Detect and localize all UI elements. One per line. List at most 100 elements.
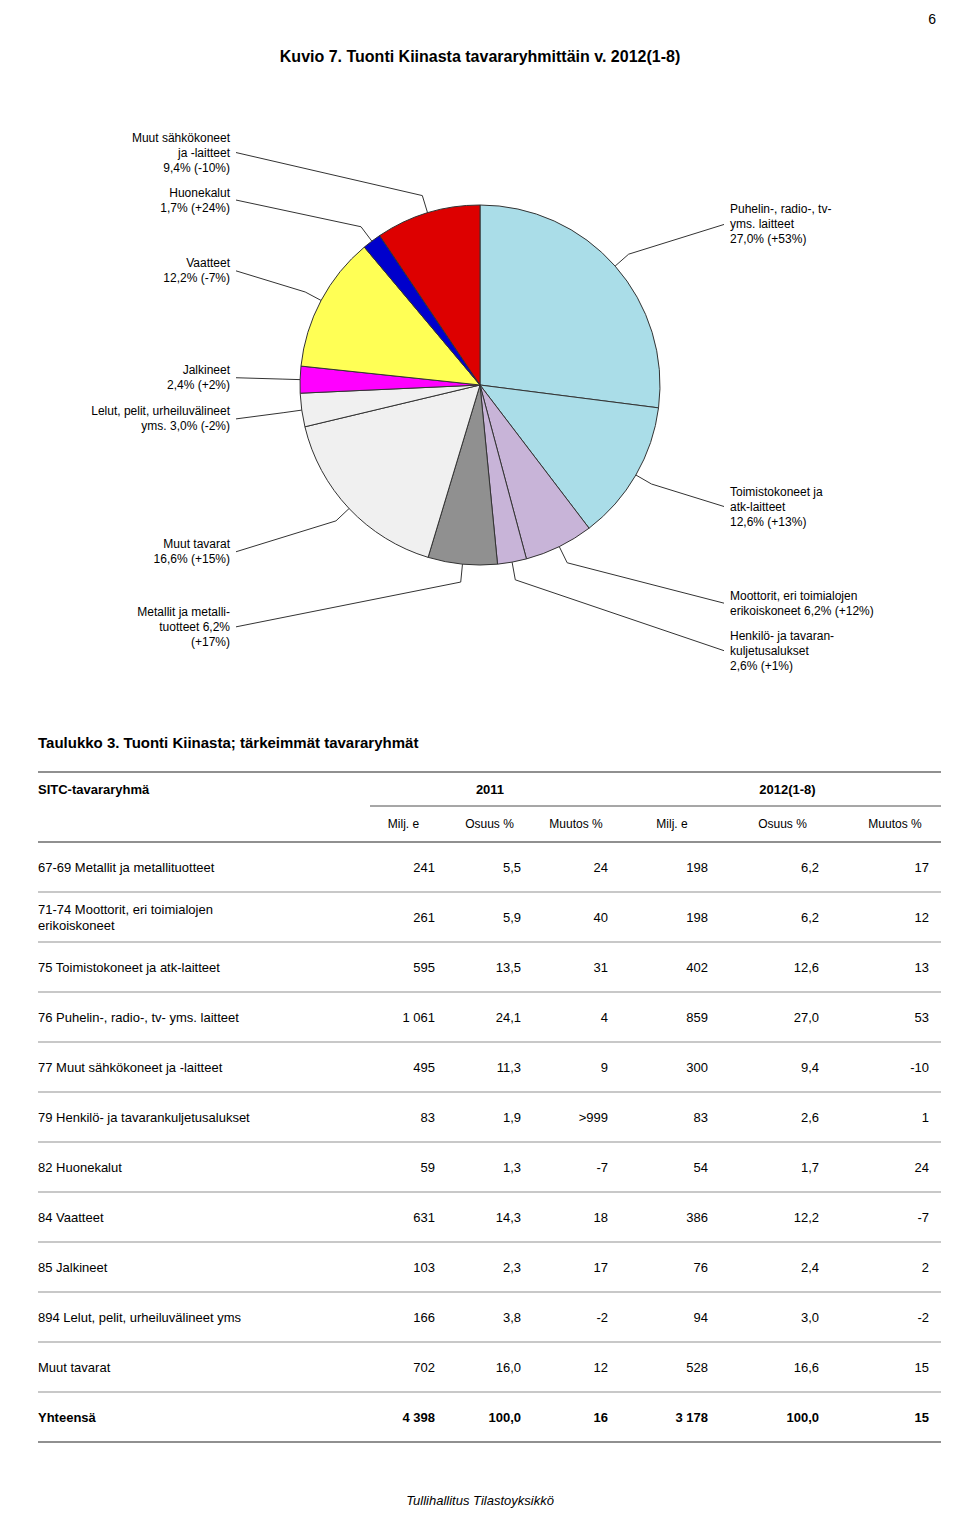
table-cell: 16,6	[794, 1360, 819, 1375]
background	[0, 0, 960, 1536]
table-cell: 24	[594, 860, 608, 875]
slice-label: Huonekalut1,7% (+24%)	[160, 186, 230, 215]
table-rule	[38, 1042, 941, 1043]
table-cell: 9	[601, 1060, 608, 1075]
table-rule	[38, 892, 941, 893]
table-row-name-line: Yhteensä	[38, 1410, 97, 1425]
leader-line	[636, 475, 724, 507]
table-subheader: Osuus %	[758, 817, 807, 831]
slice-label-line: 12,2% (-7%)	[163, 271, 230, 285]
table-cell: -7	[917, 1210, 929, 1225]
slice-label-line: Vaatteet	[186, 256, 230, 270]
table-cell: 17	[594, 1260, 608, 1275]
slice-label: Puhelin-, radio-, tv-yms. laitteet27,0% …	[730, 202, 831, 246]
table-subheader: Osuus %	[465, 817, 514, 831]
table-rule	[38, 1292, 941, 1293]
table-cell: 103	[413, 1260, 435, 1275]
table-row-name: 71-74 Moottorit, eri toimialojenerikoisk…	[38, 902, 213, 933]
table-header: SITC-tavararyhmä	[38, 782, 150, 797]
pie	[300, 205, 660, 565]
table-row-name-line: 71-74 Moottorit, eri toimialojen	[38, 902, 213, 917]
slice-label-line: 16,6% (+15%)	[154, 552, 230, 566]
slice-label-line: Metallit ja metalli-	[137, 605, 230, 619]
table-rule	[38, 1192, 941, 1193]
table-cell: 15	[915, 1410, 929, 1425]
table-row-name: 67-69 Metallit ja metallituotteet	[38, 860, 215, 875]
table-cell: 12	[594, 1360, 608, 1375]
table-cell: 83	[421, 1110, 435, 1125]
slice-label-line: atk-laitteet	[730, 500, 786, 514]
slice-label-line: Muut sähkökoneet	[132, 131, 231, 145]
table-rule	[38, 942, 941, 943]
table-cell: 59	[421, 1160, 435, 1175]
table-cell: 2,3	[503, 1260, 521, 1275]
leader-line	[236, 378, 300, 380]
table-cell: 31	[594, 960, 608, 975]
slice-label: Moottorit, eri toimialojenerikoiskoneet …	[730, 589, 874, 618]
table-cell: 12,2	[794, 1210, 819, 1225]
table-subheader: Milj. e	[656, 817, 688, 831]
slice-label-line: Lelut, pelit, urheiluvälineet	[91, 404, 230, 418]
table-cell: 6,2	[801, 910, 819, 925]
slice-label: Toimistokoneet jaatk-laitteet12,6% (+13%…	[730, 485, 823, 529]
table-cell: 198	[686, 910, 708, 925]
table-row-name-line: 79 Henkilö- ja tavarankuljetusalukset	[38, 1110, 250, 1125]
table-cell: 2,6	[801, 1110, 819, 1125]
leader-line	[236, 271, 321, 301]
table-cell: 12	[915, 910, 929, 925]
table: Taulukko 3. Tuonti Kiinasta; tärkeimmät …	[38, 734, 941, 1442]
table-cell: 2	[922, 1260, 929, 1275]
table-row-name: 75 Toimistokoneet ja atk-laitteet	[38, 960, 220, 975]
slice-label-line: yms. laitteet	[730, 217, 795, 231]
table-rule	[370, 806, 941, 807]
table-row-name-line: 85 Jalkineet	[38, 1260, 108, 1275]
table-row-name: 76 Puhelin-, radio-, tv- yms. laitteet	[38, 1010, 239, 1025]
table-cell: 495	[413, 1060, 435, 1075]
table-cell: 14,3	[496, 1210, 521, 1225]
table-subheader: Milj. e	[388, 817, 420, 831]
table-cell: 100,0	[786, 1410, 819, 1425]
table-cell: 595	[413, 960, 435, 975]
table-cell: 1 061	[402, 1010, 435, 1025]
table-cell: 4	[601, 1010, 608, 1025]
table-row-name-line: 75 Toimistokoneet ja atk-laitteet	[38, 960, 220, 975]
table-cell: 241	[413, 860, 435, 875]
table-row-name-line: 82 Huonekalut	[38, 1160, 122, 1175]
slice-label: Henkilö- ja tavaran-kuljetusalukset2,6% …	[730, 629, 834, 673]
pie-slice	[480, 205, 660, 408]
table-cell: 4 398	[402, 1410, 435, 1425]
table-rule	[38, 841, 941, 842]
table-cell: 3 178	[675, 1410, 708, 1425]
table-cell: 54	[694, 1160, 708, 1175]
slice-label-line: 9,4% (-10%)	[163, 161, 230, 175]
table-cell: 1	[922, 1110, 929, 1125]
table-cell: 11,3	[497, 1060, 521, 1075]
table-cell: 631	[413, 1210, 435, 1225]
table-cell: 16,0	[496, 1360, 521, 1375]
table-cell: 300	[686, 1060, 708, 1075]
page-number: 6	[928, 11, 936, 27]
table-cell: 13,5	[496, 960, 521, 975]
table-cell: 53	[915, 1010, 929, 1025]
slice-label-line: 2,4% (+2%)	[167, 378, 230, 392]
slice-label-line: 27,0% (+53%)	[730, 232, 806, 246]
table-row-name: 77 Muut sähkökoneet ja -laitteet	[38, 1060, 223, 1075]
table-cell: 1,9	[503, 1110, 521, 1125]
table-row-name: 894 Lelut, pelit, urheiluvälineet yms	[38, 1310, 242, 1325]
table-rule	[38, 1441, 941, 1442]
table-cell: 18	[594, 1210, 608, 1225]
table-row-name: Muut tavarat	[38, 1360, 111, 1375]
table-row-name-line: 894 Lelut, pelit, urheiluvälineet yms	[38, 1310, 242, 1325]
table-rule	[38, 1142, 941, 1143]
table-row-name-line: erikoiskoneet	[38, 918, 115, 933]
table-cell: 2,4	[801, 1260, 819, 1275]
table-rule	[38, 1342, 941, 1343]
table-cell: -2	[596, 1310, 608, 1325]
table-cell: 5,5	[503, 860, 521, 875]
table-cell: 12,6	[794, 960, 819, 975]
table-cell: 3,8	[503, 1310, 521, 1325]
slice-label-line: Jalkineet	[183, 363, 231, 377]
table-cell: 6,2	[801, 860, 819, 875]
table-cell: 15	[915, 1360, 929, 1375]
table-cell: 94	[694, 1310, 708, 1325]
